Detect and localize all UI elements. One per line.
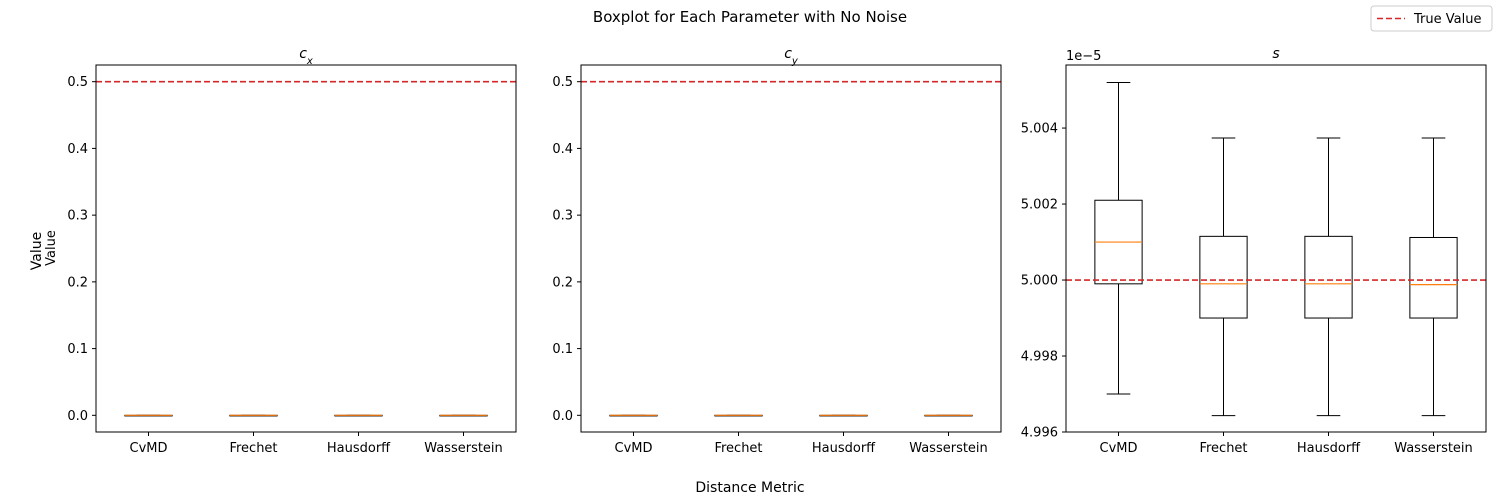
y-tick-label: 4.998 [1021,350,1058,365]
figure-xlabel: Distance Metric [695,480,804,496]
x-tick-label: CvMD [1100,441,1138,456]
box-hausdorff [1304,137,1353,417]
y-tick-label: 0.4 [67,142,88,157]
box-body [1304,235,1353,319]
y-tick-label: 0.1 [552,342,573,357]
x-tick-label: Hausdorff [812,441,876,456]
axes-frame [580,64,1002,433]
axes-frame [95,64,517,433]
box-wasserstein [439,414,488,417]
x-tick-label: Wasserstein [424,441,503,456]
x-tick-label: Wasserstein [1394,441,1473,456]
panel-title: cx [299,46,313,67]
box-hausdorff [819,414,868,417]
y-tick-label: 0.3 [552,209,573,224]
figure-ylabel-inner: Value [44,230,59,266]
box-cvmd [1094,81,1143,395]
y-tick-label: 5.000 [1021,274,1058,289]
box-body [1409,236,1458,319]
y-tick-label: 0.0 [67,409,88,424]
y-tick-label: 4.996 [1021,426,1058,441]
y-tick-label: 0.2 [552,275,573,290]
box-frechet [1199,137,1248,417]
y-tick-label: 0.4 [552,142,573,157]
y-offset-label: 1e−5 [1066,49,1101,64]
panel-3: s 1e−5 4.996 4.998 5.000 5.002 5.004 CvMD Freche… [1021,46,1487,456]
y-tick-label: 0.2 [67,275,88,290]
legend-frame [1370,5,1493,32]
legend-true-value-label: True Value [1413,12,1481,27]
box-body [1199,235,1248,319]
legend: True Value [1370,5,1493,32]
x-tick-label: Hausdorff [1297,441,1361,456]
panel-title: cy [784,46,799,67]
box-cvmd [124,414,173,417]
box-wasserstein [924,414,973,417]
axes-frame [1065,64,1487,433]
y-tick-label: 0.0 [552,409,573,424]
y-tick-label: 0.3 [67,209,88,224]
x-tick-label: CvMD [130,441,168,456]
box-frechet [229,414,278,417]
x-tick-label: Hausdorff [327,441,391,456]
y-tick-label: 0.5 [552,75,573,90]
box-wasserstein [1409,137,1458,417]
y-tick-label: 5.002 [1021,198,1058,213]
box-hausdorff [334,414,383,417]
x-tick-label: Wasserstein [909,441,988,456]
panel-2: cy 0.0 0.1 0.2 0.3 0.4 0.5 CvMD Frechet Hausdorff… [552,46,1002,456]
box-frechet [714,414,763,417]
panel-title: s [1272,46,1279,62]
y-tick-label: 0.5 [67,75,88,90]
panel-1: cx 0.0 0.1 0.2 0.3 0.4 0.5 CvMD Frechet Hausdorff… [67,46,517,456]
figure-title: Boxplot for Each Parameter with No Noise [593,8,907,26]
figure-ylabel-outer: Value [29,232,45,270]
y-tick-label: 5.004 [1021,122,1058,137]
box-cvmd [609,414,658,417]
panels: cx 0.0 0.1 0.2 0.3 0.4 0.5 CvMD Frechet Hausdorff… [67,46,1487,456]
y-tick-label: 0.1 [67,342,88,357]
x-tick-label: CvMD [615,441,653,456]
x-tick-label: Frechet [1199,441,1247,456]
x-tick-label: Frechet [714,441,762,456]
x-tick-label: Frechet [229,441,277,456]
